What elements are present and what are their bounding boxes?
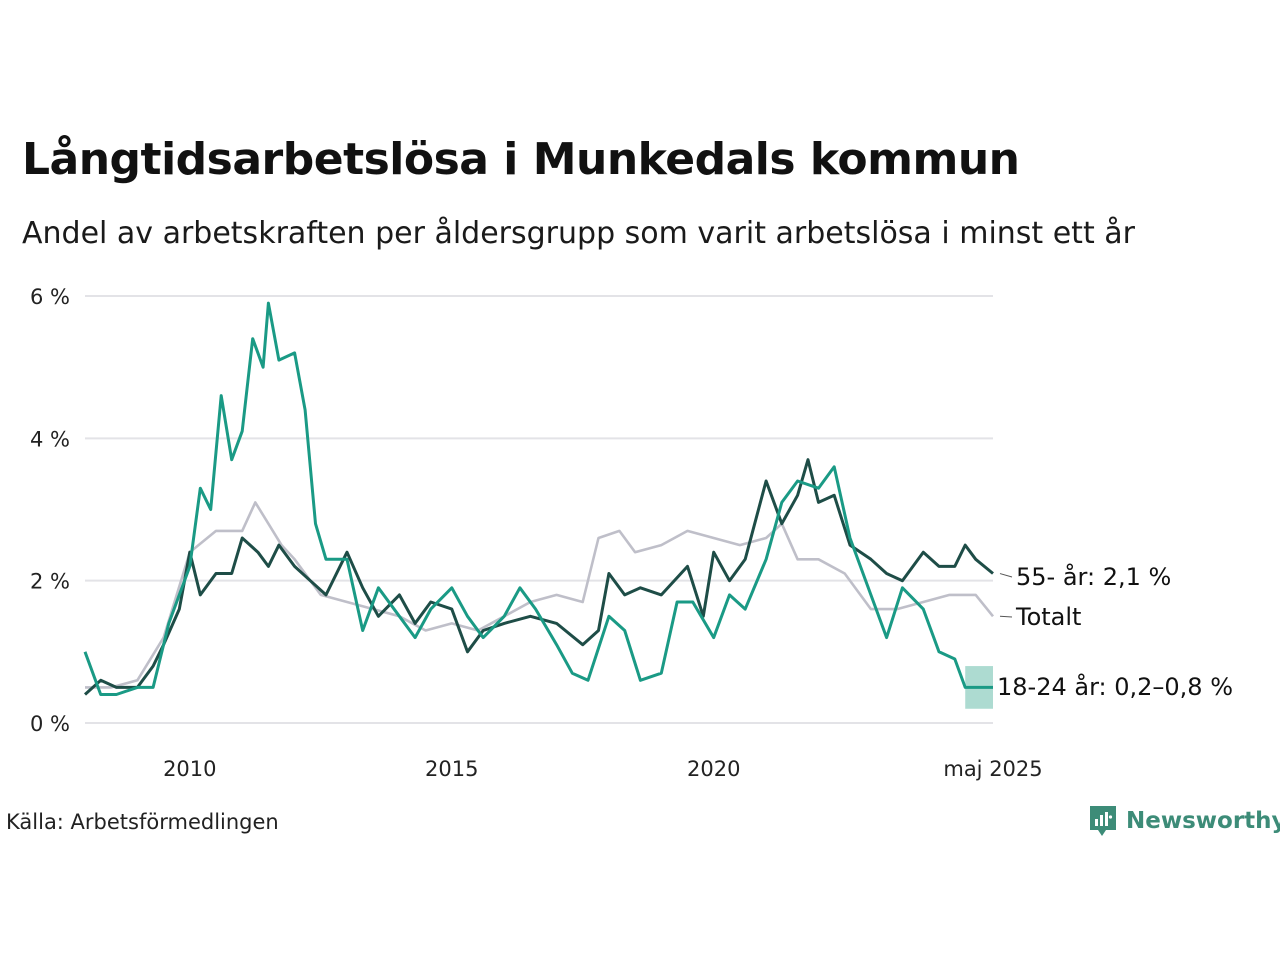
y-tick-label: 6 % — [30, 285, 70, 309]
end-label-total: Totalt — [1015, 603, 1081, 631]
newsworthy-logo-icon — [1090, 806, 1116, 836]
y-tick-label: 2 % — [30, 570, 70, 594]
chart-subtitle: Andel av arbetskraften per åldersgrupp s… — [22, 216, 1135, 251]
x-tick-label: maj 2025 — [943, 757, 1042, 781]
x-tick-label: 2010 — [163, 757, 216, 781]
brand-logo: Newsworthy — [1088, 804, 1280, 838]
series-line-youth — [83, 301, 993, 696]
series-line-older — [83, 458, 994, 696]
brand-name: Newsworthy — [1126, 808, 1280, 834]
x-tick-label: 2020 — [687, 757, 740, 781]
end-label-youth: 18-24 år: 0,2–0,8 % — [997, 672, 1233, 701]
x-tick-label: 2015 — [425, 757, 478, 781]
end-label-older: 55- år: 2,1 % — [1016, 562, 1171, 591]
chart-title: Långtidsarbetslösa i Munkedals kommun — [22, 134, 1020, 185]
y-axis-ticks: 0 % 2 % 4 % 6 % — [30, 285, 70, 736]
y-tick-label: 0 % — [30, 712, 70, 736]
series-line-total — [85, 501, 995, 689]
series-lines — [83, 301, 995, 696]
x-axis-ticks: 2010 2015 2020 maj 2025 — [163, 757, 1043, 781]
label-leader-total — [999, 615, 1013, 618]
gridlines — [85, 295, 993, 724]
label-leader-older — [999, 573, 1013, 578]
series-end-labels: Totalt 55- år: 2,1 % 18-24 år: 0,2–0,8 % — [997, 562, 1233, 701]
source-note: Källa: Arbetsförmedlingen — [6, 810, 279, 834]
y-tick-label: 4 % — [30, 427, 70, 451]
